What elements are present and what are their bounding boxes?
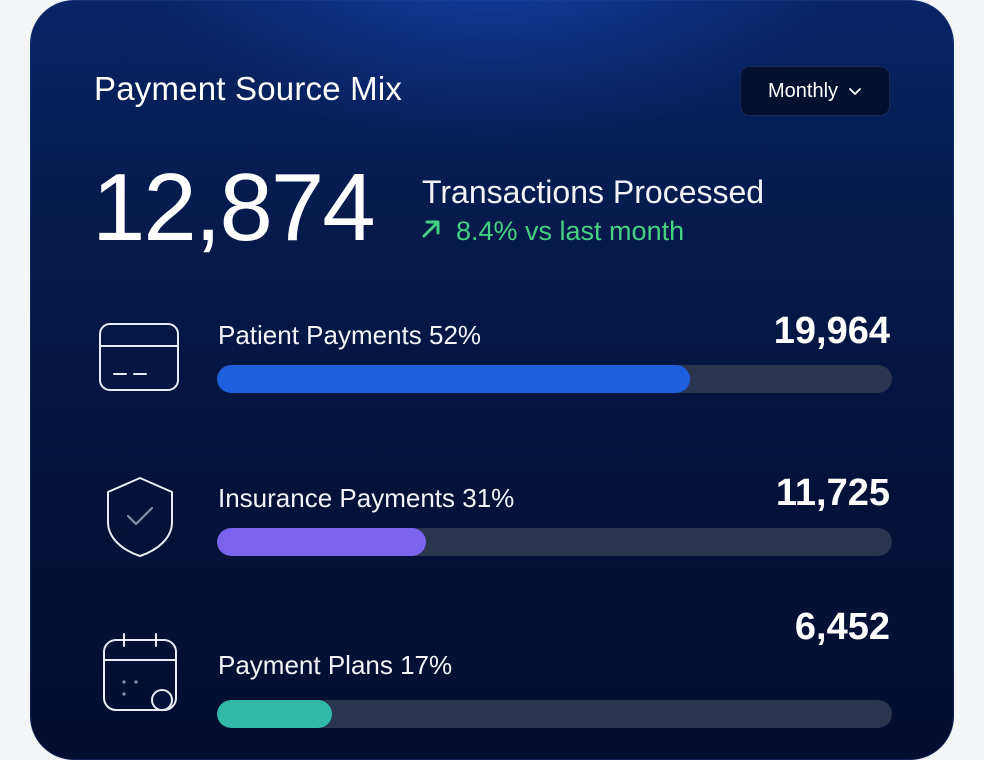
- source-progress-fill-patient: [217, 365, 690, 393]
- source-label-plans: Payment Plans 17%: [218, 650, 453, 680]
- credit-card-icon: [98, 318, 182, 402]
- source-label-patient: Patient Payments 52%: [218, 320, 482, 350]
- source-progress-fill-insurance: [217, 528, 427, 556]
- card-title: Payment Source Mix: [94, 70, 403, 107]
- total-transactions-value: 12,874: [92, 154, 376, 261]
- trend-indicator: 8.4% vs last month: [420, 216, 684, 247]
- source-value-patient: 19,964: [773, 310, 890, 352]
- source-label-insurance: Insurance Payments 31%: [218, 483, 515, 513]
- arrow-up-right-icon: [420, 216, 442, 247]
- source-progress-fill-plans: [217, 700, 332, 728]
- source-progress-track-patient: [217, 365, 892, 393]
- source-progress-track-insurance: [217, 528, 892, 556]
- calendar-icon: [98, 630, 182, 714]
- total-transactions-label: Transactions Processed: [422, 174, 765, 210]
- chevron-down-icon: [848, 87, 862, 96]
- shield-check-icon: [98, 474, 182, 558]
- payment-source-mix-card: Payment Source Mix Monthly 12,874 Transa…: [30, 0, 954, 760]
- source-value-insurance: 11,725: [775, 472, 890, 514]
- source-value-plans: 6,452: [794, 606, 890, 648]
- source-progress-track-plans: [217, 700, 892, 728]
- trend-text: 8.4% vs last month: [456, 216, 685, 246]
- period-select-value: Monthly: [767, 79, 839, 102]
- period-select[interactable]: Monthly: [740, 66, 890, 116]
